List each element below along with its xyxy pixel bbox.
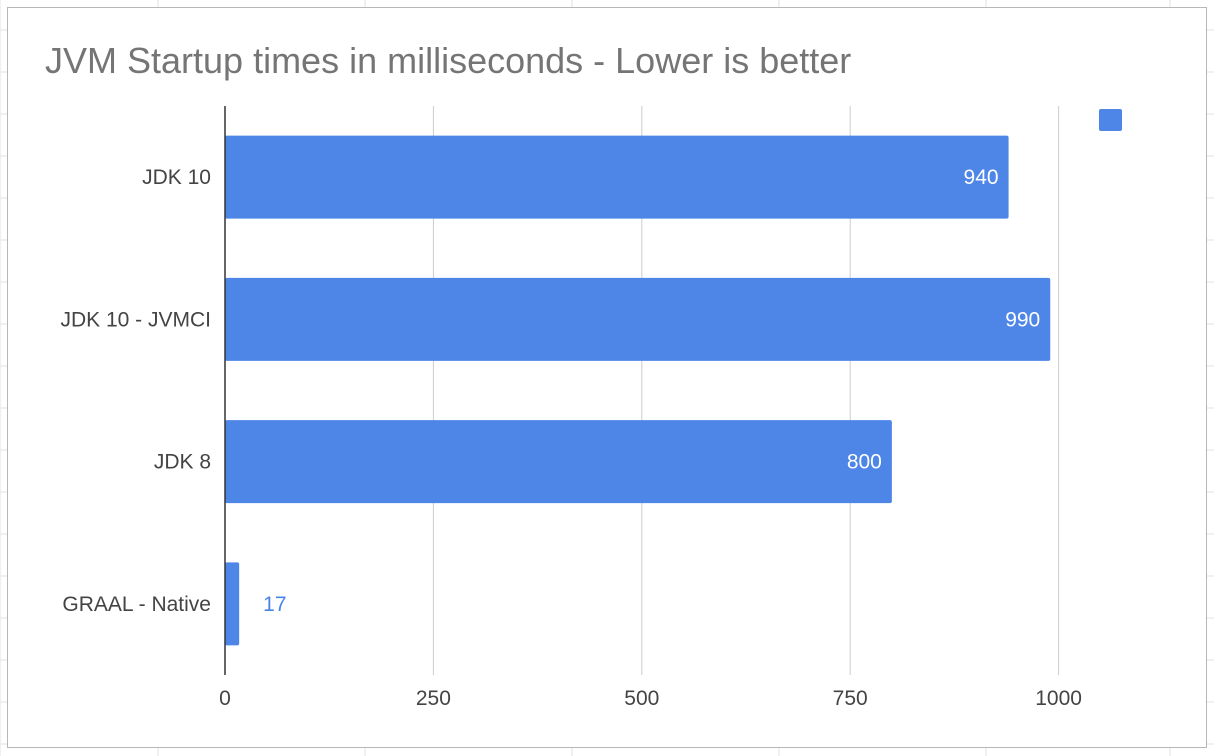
bars bbox=[225, 135, 1051, 646]
x-tick-label: 0 bbox=[219, 687, 231, 710]
category-label: JDK 8 bbox=[154, 451, 211, 474]
x-tick-label: 250 bbox=[416, 687, 451, 710]
data-label: 800 bbox=[847, 451, 882, 474]
bar bbox=[225, 135, 1009, 219]
bar bbox=[225, 562, 240, 646]
category-label: JDK 10 - JVMCI bbox=[60, 308, 211, 331]
bar bbox=[225, 277, 1051, 361]
category-label: GRAAL - Native bbox=[62, 593, 211, 616]
legend-swatch bbox=[1099, 109, 1122, 131]
x-tick-label: 750 bbox=[833, 687, 868, 710]
x-tick-label: 500 bbox=[624, 687, 659, 710]
data-label: 990 bbox=[1005, 308, 1040, 331]
bar bbox=[225, 420, 892, 504]
data-label: 940 bbox=[964, 166, 999, 189]
data-label: 17 bbox=[263, 593, 286, 616]
category-label: JDK 10 bbox=[142, 166, 211, 189]
labels: 0 250 500 750 1000 JDK 10 940 JDK 10 - JVMCI 990… bbox=[60, 166, 1081, 710]
chart-container[interactable] bbox=[7, 7, 1207, 748]
legend[interactable] bbox=[1099, 109, 1122, 131]
x-tick-label: 1000 bbox=[1035, 687, 1082, 710]
chart-title: JVM Startup times in milliseconds - Lowe… bbox=[45, 40, 852, 81]
